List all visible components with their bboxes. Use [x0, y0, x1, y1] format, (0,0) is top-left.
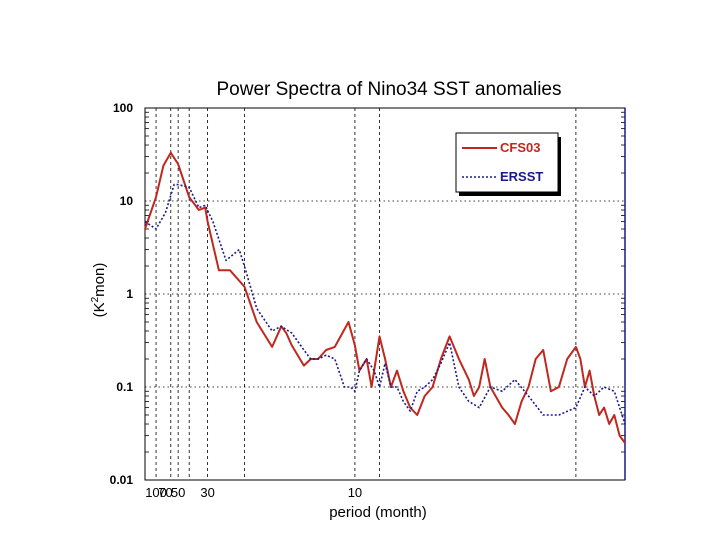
x-tick-label: 100: [145, 485, 167, 500]
y-axis-label-unit: (K: [91, 302, 108, 317]
y-axis-label-rest: mon): [91, 263, 108, 297]
chart-title: Power Spectra of Nino34 SST anomalies: [217, 79, 562, 100]
y-tick-label: 100: [113, 101, 133, 115]
legend: CFS03 ERSST: [455, 132, 561, 196]
x-tick-label: 70: [158, 485, 172, 500]
x-axis-label: period (month): [329, 504, 427, 521]
y-tick-label: 0.01: [110, 473, 134, 487]
series-layer: [144, 151, 626, 444]
grid: [145, 108, 625, 480]
x-tick-label: 10: [348, 485, 362, 500]
y-tick-label: 10: [120, 194, 134, 208]
y-axis-label-superscript: 2: [90, 296, 101, 302]
legend-box: [455, 132, 559, 193]
y-tick-label: 0.1: [116, 380, 133, 394]
y-axis-label: (K2mon): [90, 263, 108, 318]
x-tick-label: 50: [171, 485, 185, 500]
series-line-cfs03: [144, 151, 626, 444]
y-tick-label: 1: [126, 287, 133, 301]
x-tick-label: 30: [200, 485, 214, 500]
legend-label-ersst: ERSST: [500, 169, 543, 184]
y-tick-labels: 100 10 1 0.1 0.01: [110, 101, 134, 487]
series-line-ersst: [144, 183, 626, 425]
legend-label-cfs03: CFS03: [500, 140, 540, 155]
